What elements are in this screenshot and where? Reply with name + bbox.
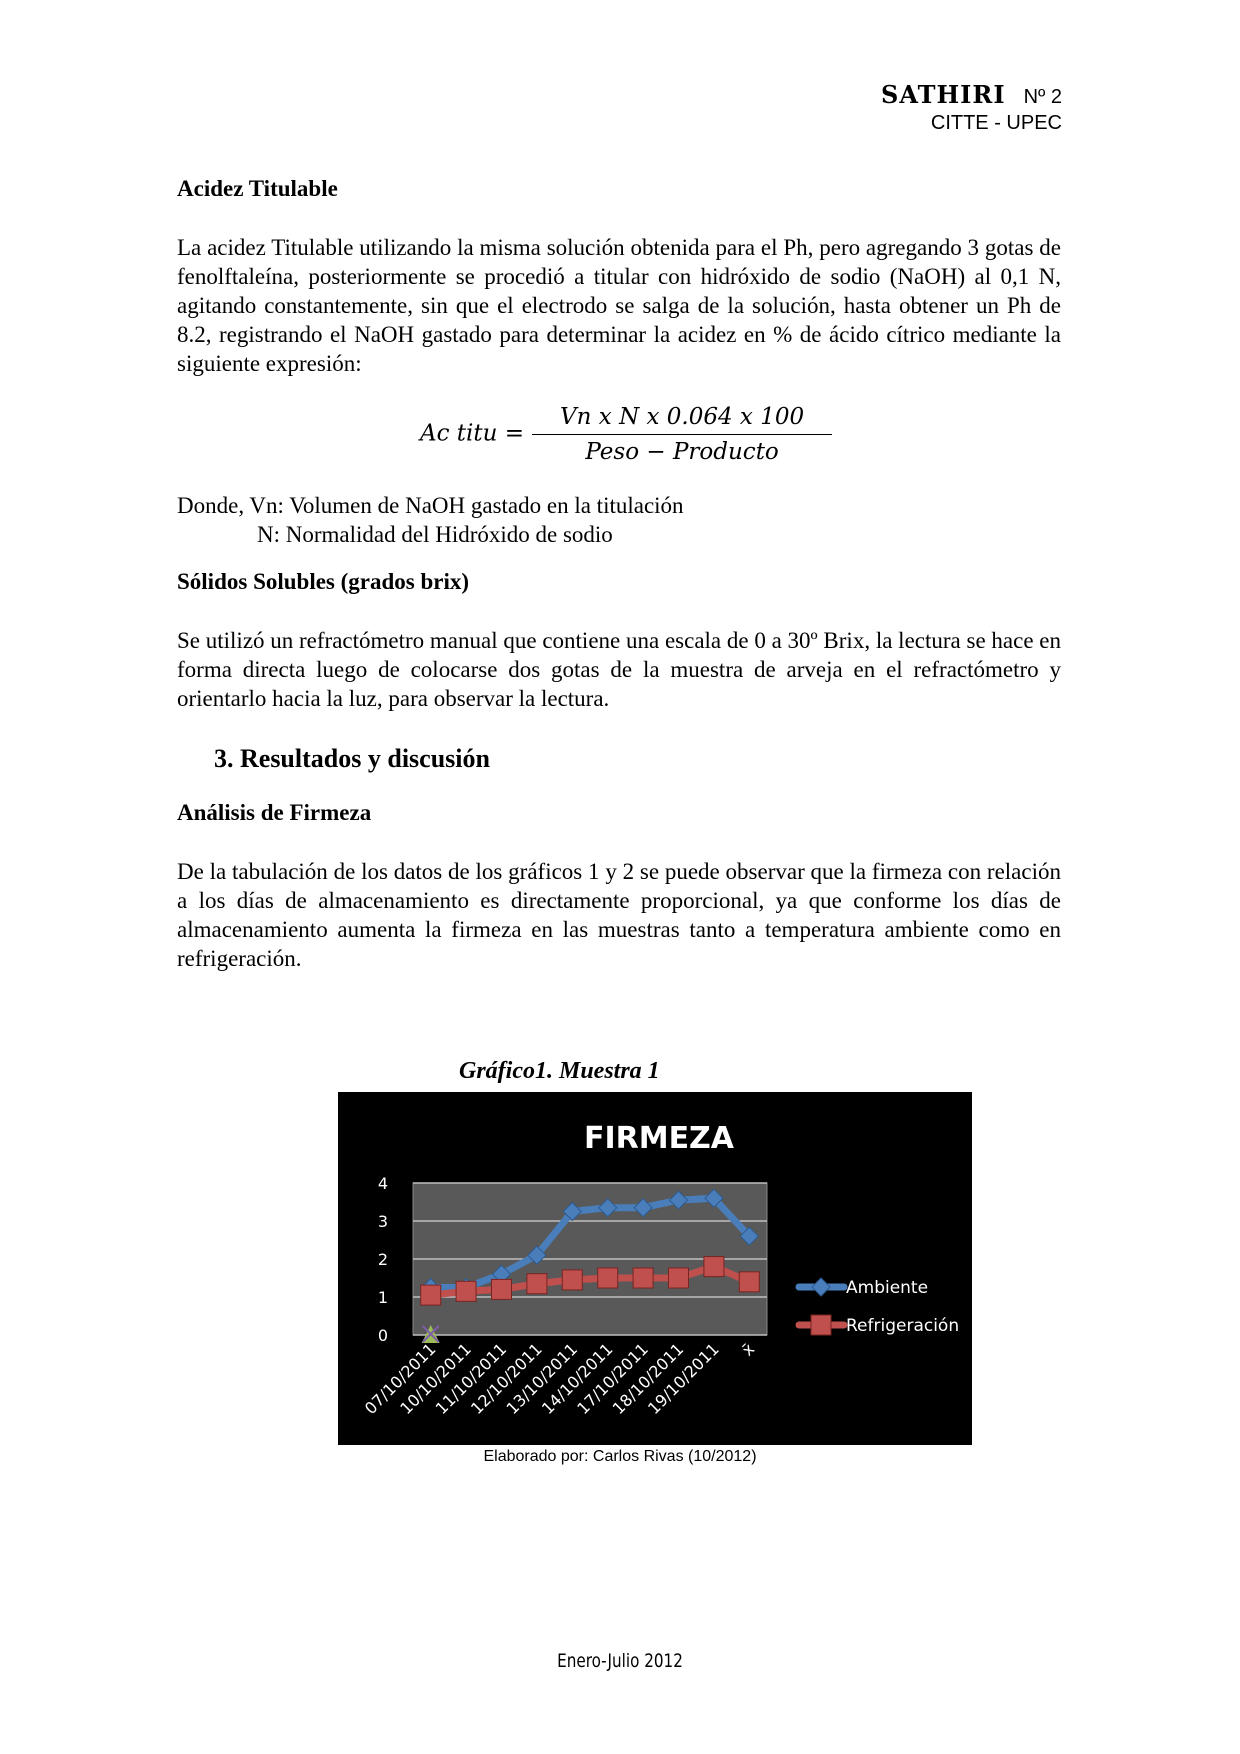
heading-acidez: Acidez Titulable (177, 176, 338, 201)
y-tick-label: 4 (378, 1174, 388, 1193)
data-point-square (810, 1314, 832, 1336)
data-point-diamond (527, 1245, 547, 1265)
formula-numerator: Vn x N x 0.064 x 100 (532, 404, 833, 435)
institution: CITTE - UPEC (930, 112, 1062, 134)
paragraph-acidez: La acidez Titulable utilizando la misma … (177, 235, 1061, 376)
data-point-diamond (668, 1190, 689, 1210)
data-point-square (420, 1284, 442, 1306)
data-point-diamond (704, 1188, 724, 1208)
data-point-square (526, 1273, 548, 1295)
where-line-2: N: Normalidad del Hidróxido de sodio (257, 522, 613, 547)
series-line (430, 1263, 751, 1299)
heading-firmeza: Análisis de Firmeza (177, 800, 372, 825)
data-point-diamond (633, 1197, 653, 1218)
figure-source: Elaborado por: Carlos Rivas (10/2012) (483, 1448, 757, 1465)
firmeza-chart: FIRMEZA 0 1 2 3 4 07/10/2011 10/10/2011 11/10/2… (338, 1092, 972, 1445)
y-tick-label: 2 (378, 1250, 388, 1269)
data-point-x (421, 1325, 440, 1343)
heading-solidos: Sólidos Solubles (grados brix) (177, 569, 470, 594)
data-point-diamond (597, 1197, 618, 1218)
series-line (430, 1194, 752, 1291)
x-tick-label: x̄ (738, 1339, 758, 1359)
issue-number: Nº 2 (1023, 86, 1062, 108)
data-point-square (703, 1256, 725, 1278)
formula-lhs: Ac titu = (420, 420, 525, 447)
y-tick-label: 0 (378, 1326, 388, 1345)
data-point-square (455, 1280, 477, 1302)
heading-resultados: 3. Resultados y discusión (214, 744, 490, 773)
formula: Ac titu = Vn x N x 0.064 x 100 Peso − Prod… (420, 404, 833, 465)
paragraph-solidos: Se utilizó un refractómetro manual que c… (177, 628, 1061, 711)
chart-title: FIRMEZA (584, 1121, 735, 1156)
data-point-square (597, 1267, 619, 1289)
data-point-diamond (811, 1277, 831, 1297)
journal-brand: SATHIRI (880, 80, 1006, 109)
y-tick-label: 1 (378, 1288, 388, 1307)
figure-caption: Gráfico1. Muestra 1 (459, 1058, 660, 1084)
where-line-1: Donde, Vn: Volumen de NaOH gastado en la… (177, 493, 684, 518)
data-point-square (491, 1278, 512, 1300)
data-point-diamond (739, 1226, 760, 1246)
data-point-square (632, 1267, 654, 1289)
legend-label: Ambiente (846, 1278, 928, 1298)
data-point-square (738, 1271, 760, 1293)
page-footer: Enero-Julio 2012 (557, 1650, 683, 1672)
data-point-diamond (562, 1201, 583, 1222)
paragraph-firmeza: De la tabulación de los datos de los grá… (177, 859, 1061, 971)
legend-label: Refrigeración (846, 1316, 959, 1336)
formula-denominator: Peso − Producto (585, 439, 779, 465)
data-point-square (668, 1267, 689, 1289)
chart-svg: FIRMEZA 0123407/10/201110/10/201111/10/2… (361, 1121, 959, 1418)
y-tick-label: 3 (378, 1212, 388, 1231)
data-point-square (561, 1269, 583, 1291)
journal-header: SATHIRI Nº 2 (881, 80, 1062, 109)
